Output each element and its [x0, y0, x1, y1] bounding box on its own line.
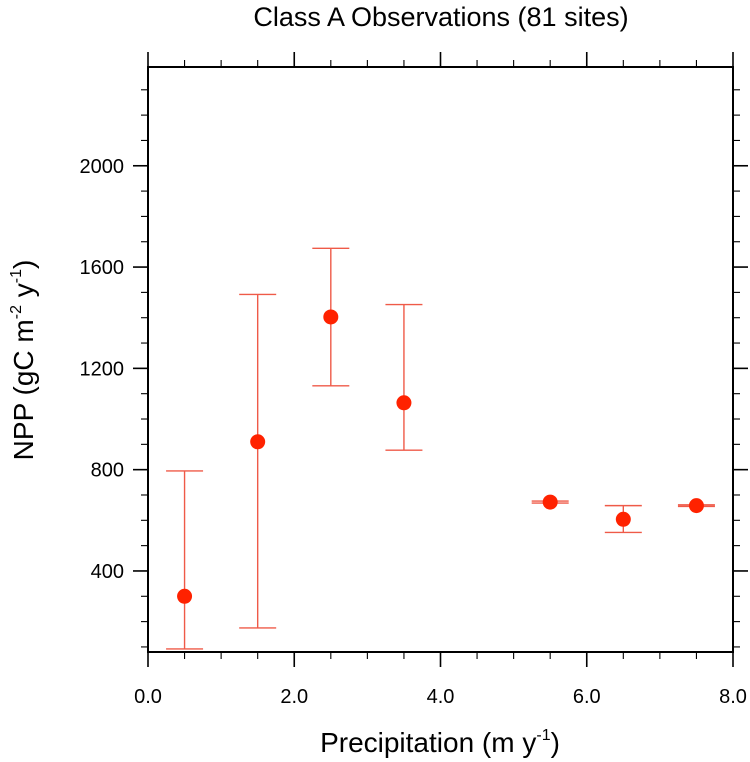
tick-labels: 0.0 2.0 4.0 6.0 8.0 400 800 1200 1600 2000: [80, 156, 747, 708]
data-point: [615, 511, 631, 527]
data-point: [177, 588, 193, 604]
data-point-group: [239, 293, 277, 629]
chart-title: Class A Observations (81 sites): [253, 2, 628, 32]
x-axis-label-sup: -1: [536, 727, 550, 744]
x-axis-label-base: Precipitation (m y: [320, 727, 536, 758]
x-tick-label: 6.0: [573, 686, 601, 708]
y-axis-label-p2: y: [8, 283, 39, 305]
data-point: [250, 434, 266, 450]
y-axis-label-sup1: -2: [8, 305, 25, 319]
y-axis-label-sup2: -1: [8, 269, 25, 283]
data-marks: [166, 247, 715, 650]
x-tick-label: 0.0: [134, 686, 162, 708]
axes: [147, 66, 734, 653]
data-point: [542, 494, 558, 510]
data-point-group: [531, 494, 569, 510]
y-tick-label: 1600: [80, 257, 125, 279]
x-tick-label: 4.0: [427, 686, 455, 708]
data-point-group: [385, 303, 423, 451]
plot-frame: [147, 66, 734, 653]
x-tick-label: 2.0: [280, 686, 308, 708]
data-point: [396, 395, 412, 411]
y-axis-label-tail: ): [8, 260, 39, 269]
y-tick-label: 1200: [80, 358, 125, 380]
x-axis-label-tail: ): [551, 727, 560, 758]
data-point-group: [604, 504, 642, 534]
y-tick-label: 800: [91, 460, 124, 482]
data-point: [323, 309, 339, 325]
y-tick-label: 2000: [80, 156, 125, 178]
y-axis-label-p1: NPP (gC m: [8, 319, 39, 460]
y-axis-label: NPP (gC m-2 y-1): [8, 260, 39, 461]
data-point: [688, 498, 704, 514]
data-point-group: [677, 498, 715, 514]
ticks: [133, 52, 748, 667]
x-axis-label: Precipitation (m y-1): [320, 727, 560, 758]
data-point-group: [312, 247, 350, 387]
x-tick-label: 8.0: [719, 686, 747, 708]
y-tick-label: 400: [91, 561, 124, 583]
data-point-group: [166, 470, 204, 650]
